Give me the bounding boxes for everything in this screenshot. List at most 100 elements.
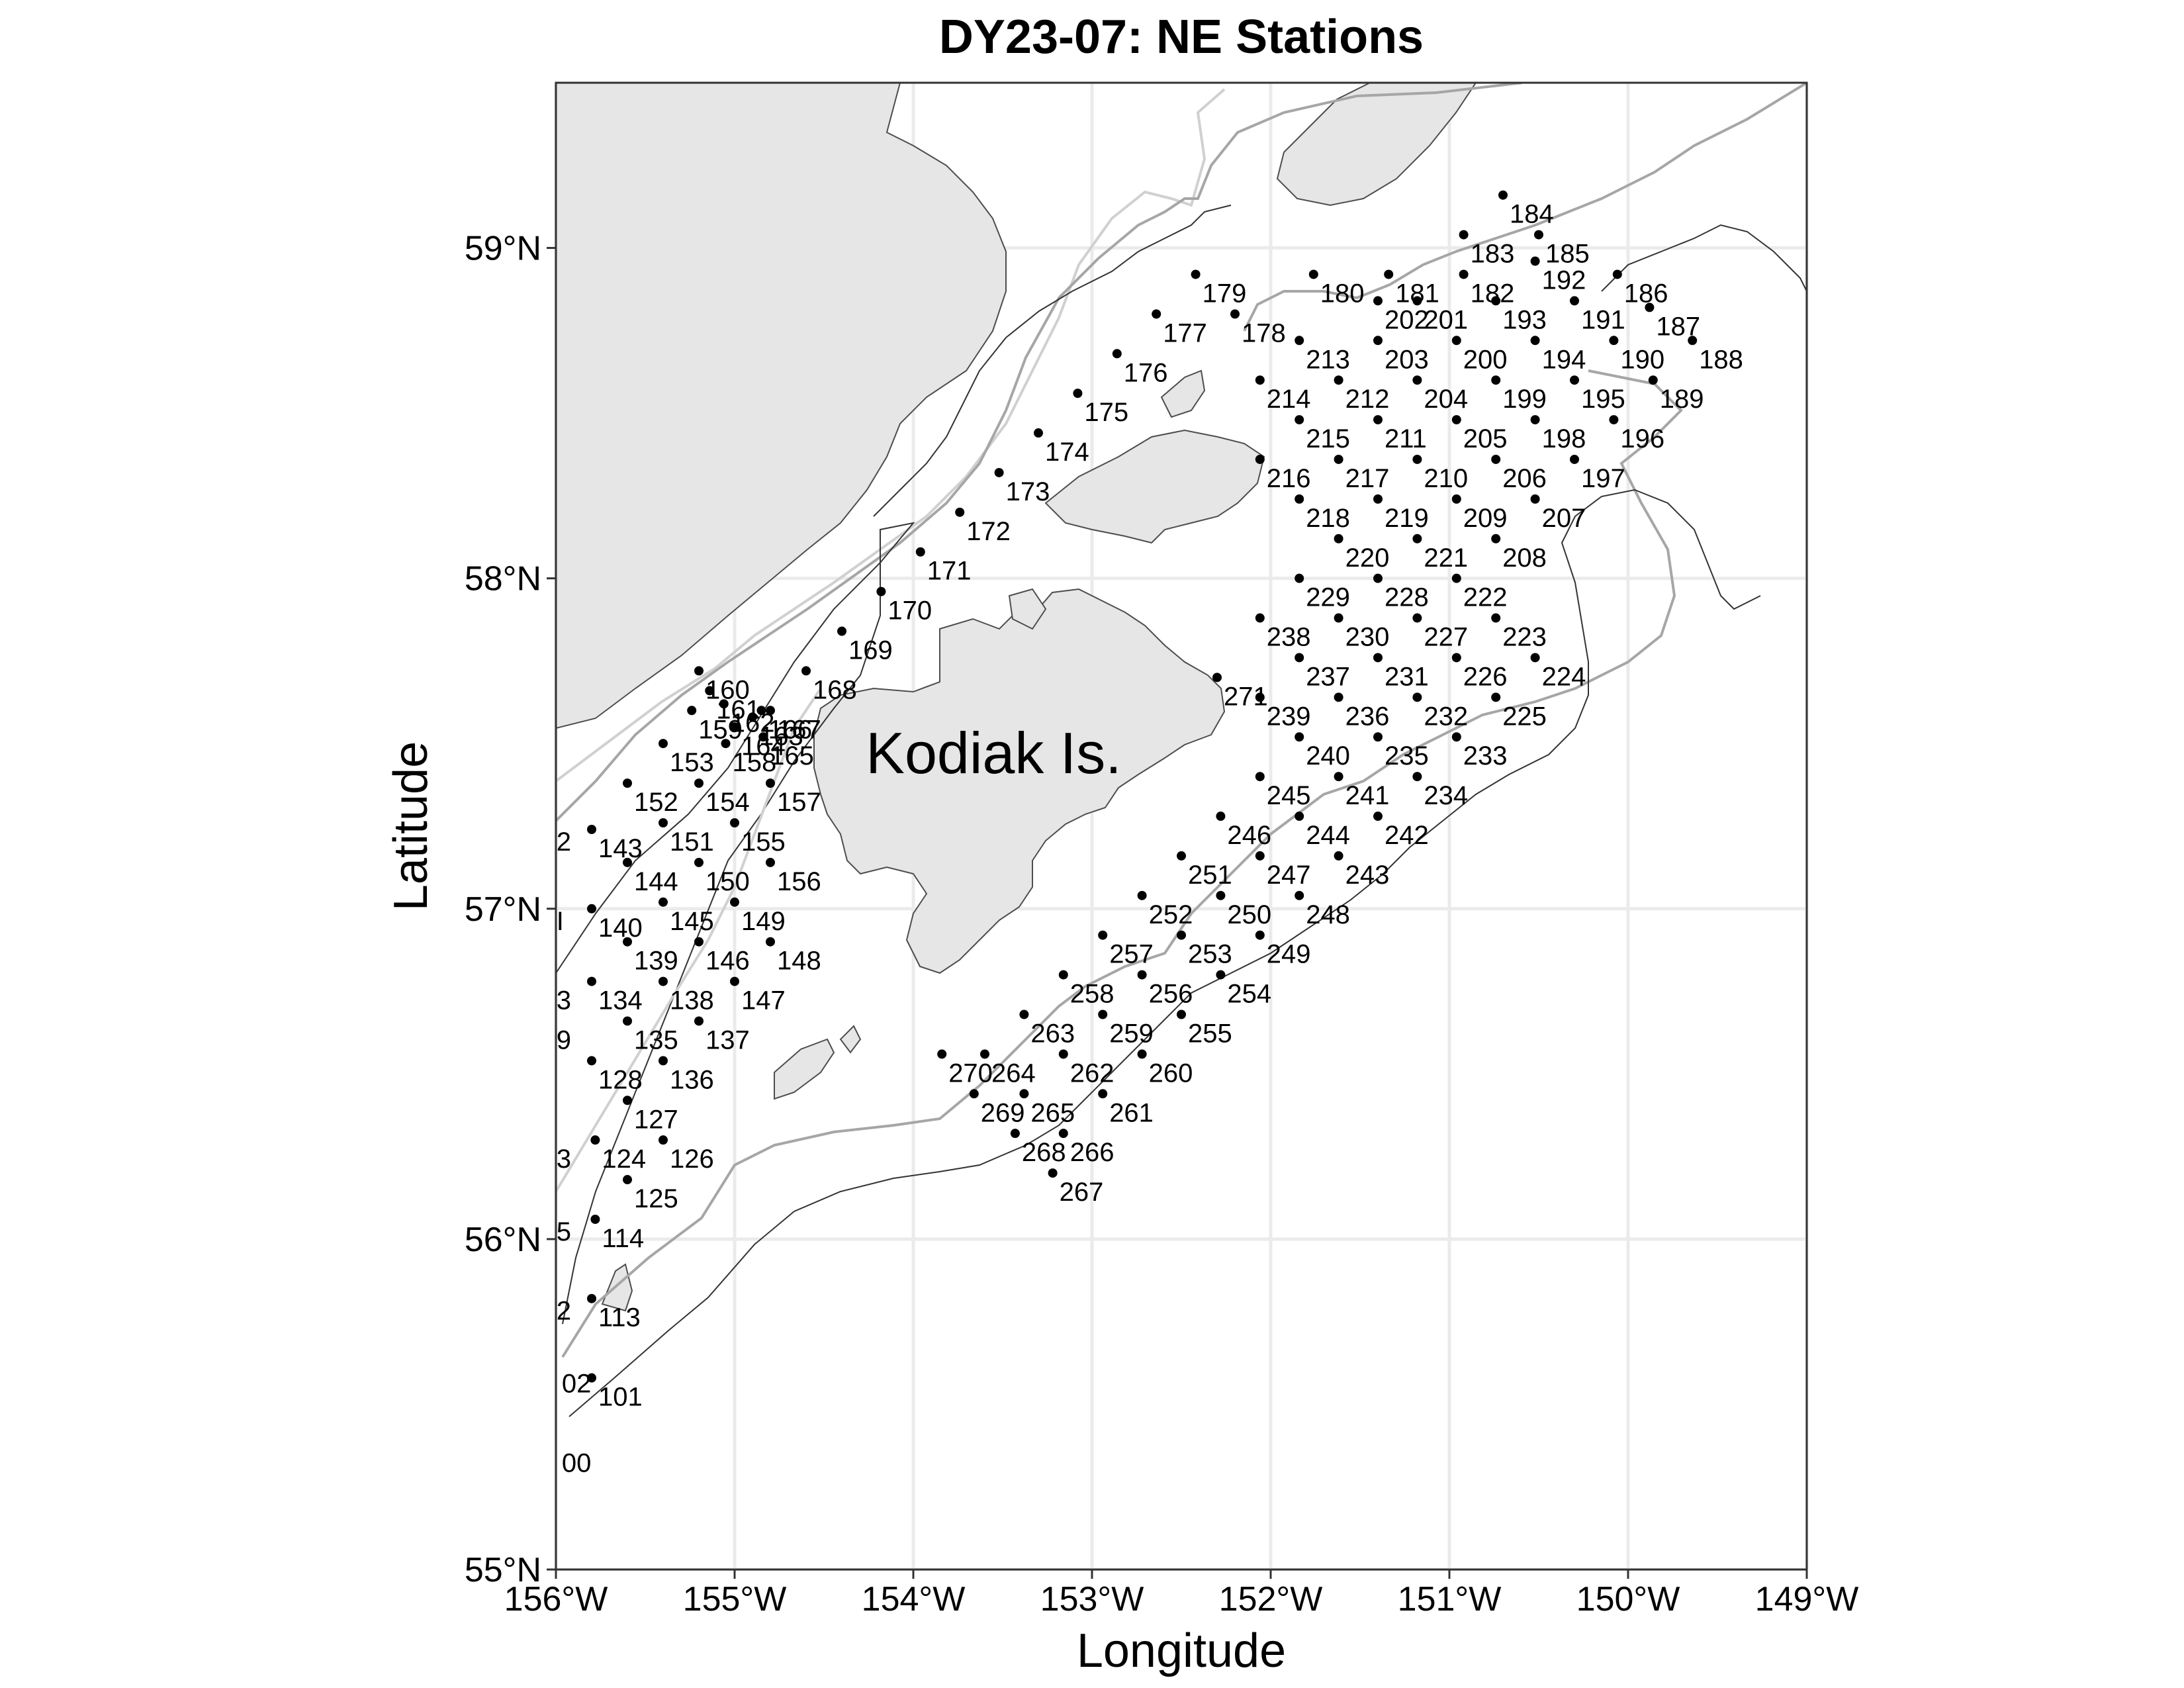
station-label-210: 210 — [1424, 464, 1468, 493]
station-label-256: 256 — [1149, 980, 1193, 1009]
station-point-198 — [1530, 415, 1540, 425]
station-point-137 — [694, 1016, 704, 1026]
station-label-206: 206 — [1502, 464, 1547, 493]
station-point-222 — [1451, 573, 1461, 583]
station-label-224: 224 — [1542, 662, 1586, 691]
station-point-126 — [659, 1135, 668, 1145]
station-point-154 — [694, 778, 704, 788]
station-label-180: 180 — [1320, 279, 1365, 308]
station-label-263: 263 — [1030, 1019, 1075, 1048]
station-label-153: 153 — [670, 748, 714, 777]
station-point-262 — [1058, 1049, 1068, 1059]
station-label-164: 164 — [741, 731, 786, 761]
station-point-182 — [1459, 269, 1469, 279]
station-point-214 — [1255, 375, 1265, 385]
station-point-233 — [1451, 732, 1461, 742]
station-point-195 — [1570, 375, 1579, 385]
station-point-194 — [1530, 336, 1540, 346]
cut-station-label-6: 2 — [557, 1297, 571, 1326]
station-point-264 — [980, 1049, 989, 1059]
station-label-246: 246 — [1227, 821, 1271, 850]
station-point-247 — [1255, 851, 1265, 861]
station-point-258 — [1058, 970, 1068, 980]
kodiak-island-land — [813, 588, 1226, 974]
contour-inner-shelf-dark — [873, 205, 1232, 517]
station-label-151: 151 — [670, 827, 714, 857]
station-label-140: 140 — [598, 914, 643, 943]
station-point-196 — [1609, 415, 1619, 425]
x-tick-label: 153°W — [1040, 1580, 1144, 1618]
station-point-152 — [623, 778, 632, 788]
station-label-223: 223 — [1502, 623, 1547, 652]
station-point-113 — [587, 1293, 596, 1303]
station-label-247: 247 — [1267, 861, 1311, 890]
station-label-152: 152 — [634, 788, 678, 817]
afognak-island-land — [1044, 429, 1265, 544]
station-point-153 — [659, 739, 668, 749]
x-tick-label: 156°W — [504, 1580, 608, 1618]
station-point-146 — [694, 937, 704, 947]
station-label-236: 236 — [1345, 702, 1390, 731]
station-label-175: 175 — [1084, 398, 1128, 427]
station-point-174 — [1034, 428, 1043, 438]
station-label-162: 162 — [731, 708, 775, 737]
station-label-244: 244 — [1306, 821, 1350, 850]
station-point-145 — [659, 897, 668, 907]
station-label-155: 155 — [741, 827, 786, 857]
station-point-199 — [1491, 375, 1501, 385]
station-point-270 — [937, 1049, 947, 1059]
station-label-249: 249 — [1267, 940, 1311, 969]
station-label-190: 190 — [1620, 345, 1664, 374]
station-label-195: 195 — [1581, 385, 1625, 414]
station-point-114 — [590, 1214, 600, 1224]
station-label-145: 145 — [670, 907, 714, 936]
station-point-160 — [694, 666, 704, 676]
y-axis: 55°N 56°N 57°N 58°N 59°N — [465, 230, 556, 1589]
station-point-224 — [1530, 653, 1540, 663]
station-point-209 — [1451, 494, 1461, 504]
station-point-175 — [1073, 389, 1083, 399]
station-point-166 — [756, 706, 766, 716]
cut-station-label-0: 2 — [557, 827, 571, 857]
station-label-208: 208 — [1502, 543, 1547, 573]
station-label-168: 168 — [813, 675, 857, 704]
station-point-236 — [1334, 692, 1343, 702]
station-point-246 — [1216, 812, 1226, 821]
station-point-171 — [915, 547, 925, 557]
station-label-160: 160 — [705, 675, 750, 704]
station-point-243 — [1334, 851, 1343, 861]
station-point-190 — [1609, 336, 1619, 346]
station-label-257: 257 — [1109, 940, 1154, 969]
station-point-241 — [1334, 772, 1343, 782]
station-label-261: 261 — [1109, 1098, 1154, 1127]
station-point-147 — [730, 976, 739, 986]
station-label-135: 135 — [634, 1025, 678, 1055]
contour-ne-light — [1243, 83, 1807, 332]
station-point-255 — [1177, 1009, 1186, 1019]
station-point-245 — [1255, 772, 1265, 782]
station-point-263 — [1019, 1009, 1029, 1019]
x-axis: 156°W 155°W 154°W 153°W 152°W 151°W 150°W 149°W — [504, 1570, 1859, 1618]
station-label-235: 235 — [1385, 741, 1429, 771]
station-label-136: 136 — [670, 1065, 714, 1094]
station-point-191 — [1570, 296, 1579, 306]
station-label-149: 149 — [741, 907, 786, 936]
station-point-254 — [1216, 970, 1226, 980]
station-label-154: 154 — [705, 788, 750, 817]
station-point-232 — [1412, 692, 1422, 702]
station-point-186 — [1612, 269, 1622, 279]
contour-inner-mid — [556, 83, 1523, 822]
station-label-127: 127 — [634, 1105, 678, 1134]
chart-title: DY23-07: NE Stations — [939, 11, 1424, 64]
station-point-181 — [1384, 269, 1394, 279]
station-label-251: 251 — [1188, 861, 1232, 890]
x-tick-label: 149°W — [1755, 1580, 1859, 1618]
station-point-149 — [730, 897, 739, 907]
raspberry-island-land — [1008, 588, 1047, 630]
station-point-124 — [590, 1135, 600, 1145]
station-label-229: 229 — [1306, 583, 1350, 612]
station-point-220 — [1334, 534, 1343, 543]
tugidak-island-land — [839, 1025, 862, 1054]
station-label-205: 205 — [1463, 424, 1508, 453]
kodiak-island-label: Kodiak Is. — [866, 720, 1121, 786]
